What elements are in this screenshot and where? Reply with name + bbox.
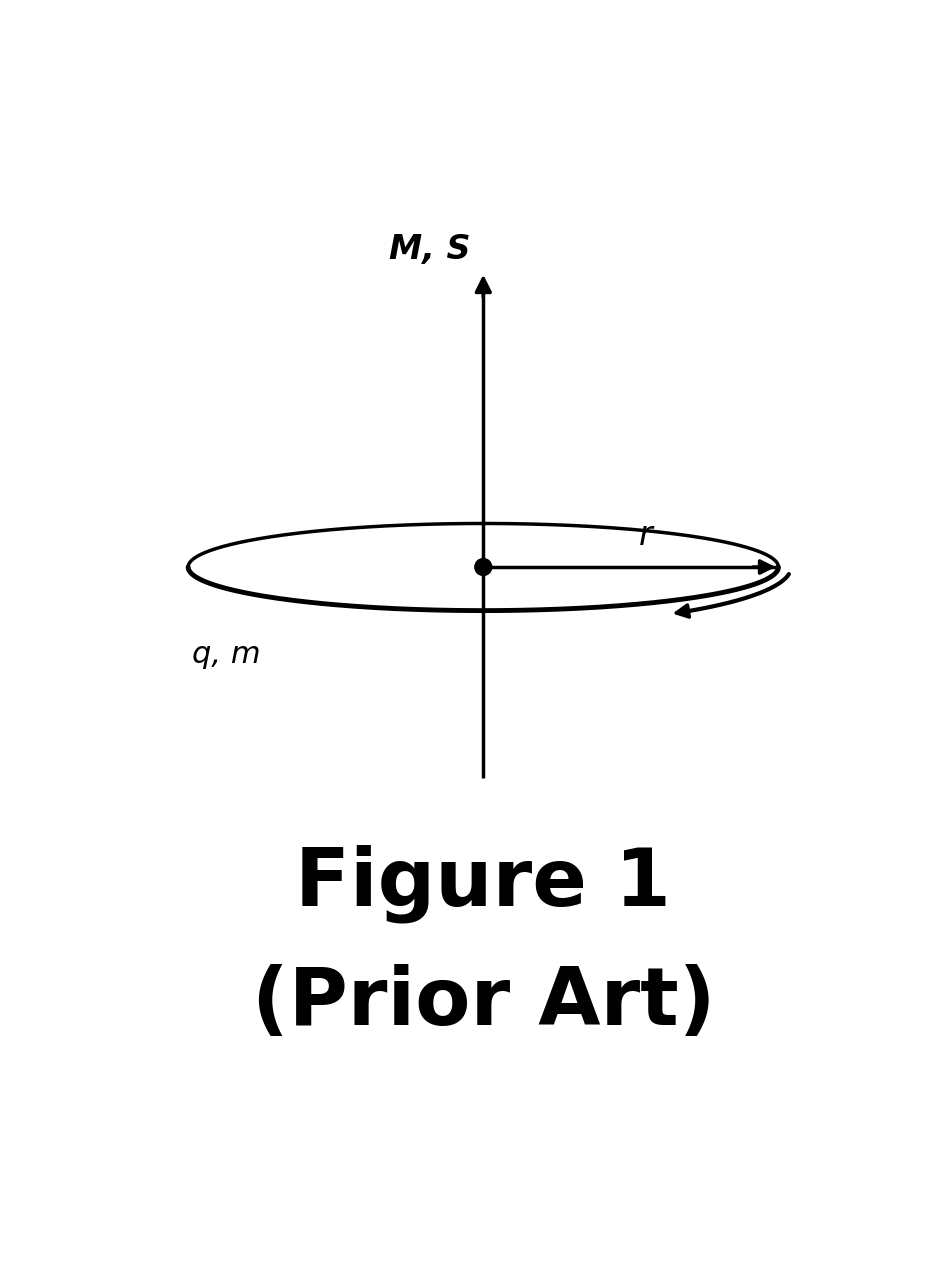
Text: q, m: q, m (191, 640, 260, 669)
Text: (Prior Art): (Prior Art) (252, 964, 715, 1041)
Circle shape (475, 559, 491, 575)
Text: Figure 1: Figure 1 (295, 844, 671, 923)
Text: r: r (638, 519, 653, 551)
Text: M, S: M, S (389, 233, 471, 266)
